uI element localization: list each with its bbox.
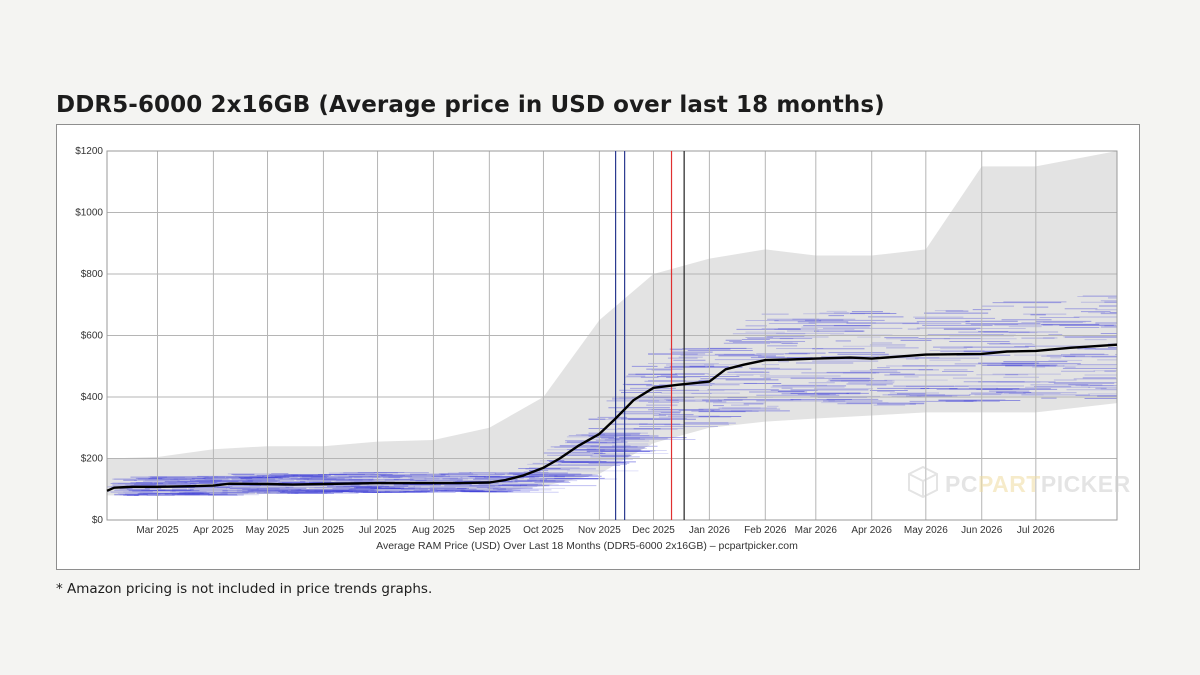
price-history-chart: PCPARTPICKER $0 $200 $400 $600 $800 $1000 $120… [75, 146, 1131, 552]
y-tick-label: $1000 [75, 208, 103, 219]
y-tick-label: $600 [81, 331, 104, 342]
y-tick-label: $1200 [75, 146, 103, 157]
watermark-picker: PICKER [1041, 471, 1131, 497]
watermark-pc: PC [945, 471, 978, 497]
x-tick-label: Jun 2025 [303, 525, 345, 536]
x-tick-label: Jul 2025 [359, 525, 397, 536]
x-tick-label: Mar 2025 [136, 525, 179, 536]
svg-text:PCPARTPICKER: PCPARTPICKER [945, 471, 1131, 497]
average-price-line [106, 343, 1118, 492]
pcpartpicker-logo-icon [908, 465, 938, 499]
y-tick-label: $400 [81, 392, 104, 403]
x-tick-label: Sep 2025 [468, 525, 511, 536]
plot-border [106, 150, 1118, 521]
x-tick-label: Oct 2025 [523, 525, 564, 536]
y-tick-label: $200 [81, 454, 104, 465]
pcpartpicker-watermark: PCPARTPICKER [908, 465, 1131, 499]
x-tick-label: Apr 2025 [193, 525, 234, 536]
x-tick-label: Nov 2025 [578, 525, 621, 536]
price-range-band [107, 151, 1117, 496]
chart-grid [106, 150, 1118, 521]
average-price-series [106, 343, 1118, 492]
x-axis-label: Average RAM Price (USD) Over Last 18 Mon… [376, 540, 798, 552]
x-tick-label: Apr 2026 [851, 525, 892, 536]
watermark-part: PART [978, 471, 1041, 497]
price-range-area [107, 151, 1117, 496]
individual-price-lines [107, 295, 1117, 496]
x-tick-label: Mar 2026 [795, 525, 838, 536]
event-markers [615, 151, 685, 520]
x-tick-label: Feb 2026 [744, 525, 787, 536]
x-tick-label: Aug 2025 [412, 525, 455, 536]
y-tick-label: $0 [92, 515, 104, 526]
x-tick-label: May 2026 [904, 525, 948, 536]
x-tick-label: May 2025 [246, 525, 290, 536]
x-tick-label: Dec 2025 [632, 525, 675, 536]
chart-axes: $0 $200 $400 $600 $800 $1000 $1200 Mar 2025 Apr … [75, 146, 1055, 536]
page-title: DDR5-6000 2x16GB (Average price in USD o… [56, 92, 885, 118]
x-tick-label: Jun 2026 [961, 525, 1003, 536]
x-tick-label: Jul 2026 [1017, 525, 1055, 536]
x-tick-label: Jan 2026 [689, 525, 731, 536]
y-tick-label: $800 [81, 269, 104, 280]
price-chart-frame: PCPARTPICKER $0 $200 $400 $600 $800 $1000 $120… [56, 124, 1140, 570]
pricing-footnote: * Amazon pricing is not included in pric… [56, 581, 433, 597]
